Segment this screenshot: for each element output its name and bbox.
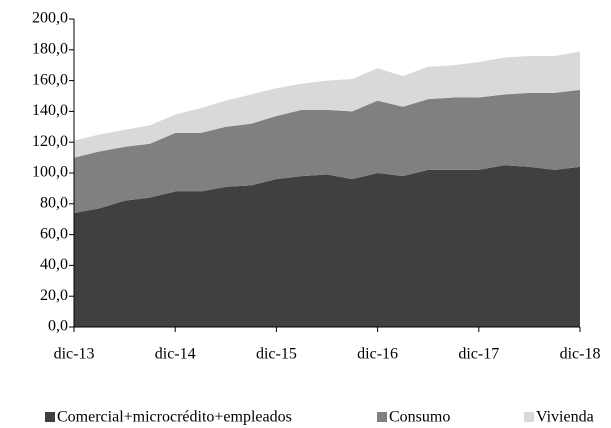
x-tick-label: dic-16 [357,346,398,363]
x-tick-label: dic-17 [458,346,499,363]
legend-swatch [45,412,55,422]
x-tick-label: dic-13 [54,346,95,363]
x-tick-label: dic-14 [155,346,196,363]
legend-swatch [524,412,534,422]
y-tick-label: 120,0 [32,133,68,150]
x-tick-label: dic-18 [560,346,601,363]
y-tick-label: 40,0 [40,256,68,273]
y-tick-label: 180,0 [32,40,68,57]
y-tick-label: 200,0 [32,10,68,27]
y-tick-label: 100,0 [32,164,68,181]
y-tick-label: 80,0 [40,194,68,211]
y-tick-label: 20,0 [40,287,68,304]
legend-label: Comercial+microcrédito+empleados [57,409,292,426]
area [74,51,580,158]
area [74,89,580,214]
y-tick-label: 140,0 [32,102,68,119]
legend-swatch [377,412,387,422]
legend-label: Vivienda [536,409,594,426]
area [74,165,580,327]
y-tick-label: 0,0 [48,318,68,335]
legend-label: Consumo [389,409,450,426]
y-tick-label: 60,0 [40,225,68,242]
y-tick-label: 160,0 [32,71,68,88]
x-tick-label: dic-15 [256,346,297,363]
